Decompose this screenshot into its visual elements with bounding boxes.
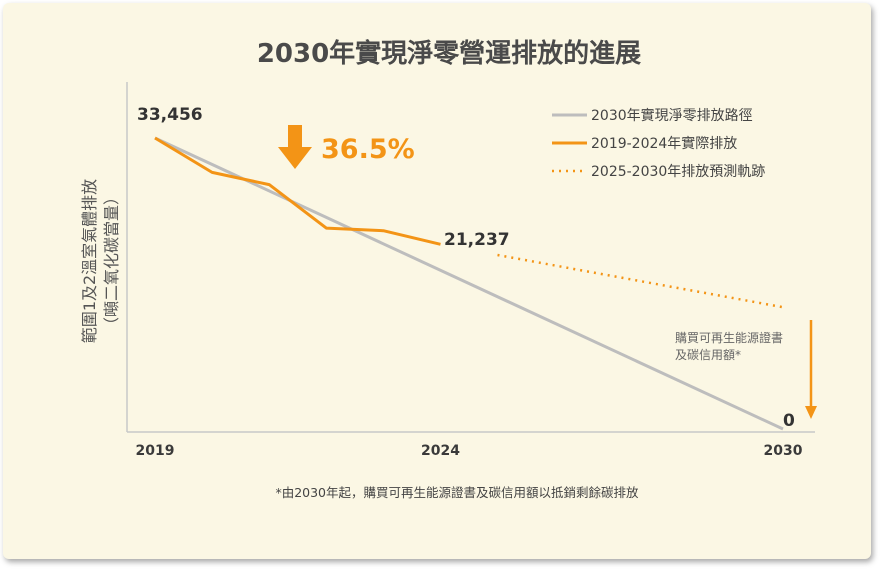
series-net-zero-path-line [154,136,784,431]
series-actual-emissions-line [154,136,441,246]
x-tick-label-2030: 2030 [764,443,803,459]
series-forecast-trajectory-line [497,253,784,309]
chart-canvas: 2030年實現淨零營運排放的進展 範圍1及2溫室氣體排放 （噸二氧化碳當量） 2… [80,38,817,500]
reduction-percentage: 36.5% [321,134,415,165]
offset-note-line2: 及碳信用額* [675,348,741,362]
y-axis-label-line1: 範圍1及2溫室氣體排放 [80,179,99,343]
legend-label-actual-emissions: 2019-2024年實際排放 [591,135,737,152]
legend-label-net-zero-path: 2030年實現淨零排放路徑 [591,107,753,124]
data-label-2019: 33,456 [137,105,203,125]
data-label-2030: 0 [783,411,795,431]
offset-note-line1: 購買可再生能源證書 [675,330,783,345]
reduction-down-arrow-icon [278,125,312,169]
x-tick-label-2019: 2019 [136,443,175,459]
footnote: *由2030年起，購買可再生能源證書及碳信用額以抵銷剩餘碳排放 [275,485,639,500]
data-label-2024: 21,237 [444,230,510,250]
chart-card: 2030年實現淨零營運排放的進展 範圍1及2溫室氣體排放 （噸二氧化碳當量） 2… [3,3,871,559]
legend: 2030年實現淨零排放路徑 2019-2024年實際排放 2025-2030年排… [552,107,765,180]
legend-label-forecast: 2025-2030年排放預測軌跡 [591,164,765,180]
offset-down-arrow-icon [805,320,817,419]
x-tick-label-2024: 2024 [421,443,460,459]
chart-title: 2030年實現淨零營運排放的進展 [257,38,641,69]
y-axis-label-line2: （噸二氧化碳當量） [102,189,121,333]
